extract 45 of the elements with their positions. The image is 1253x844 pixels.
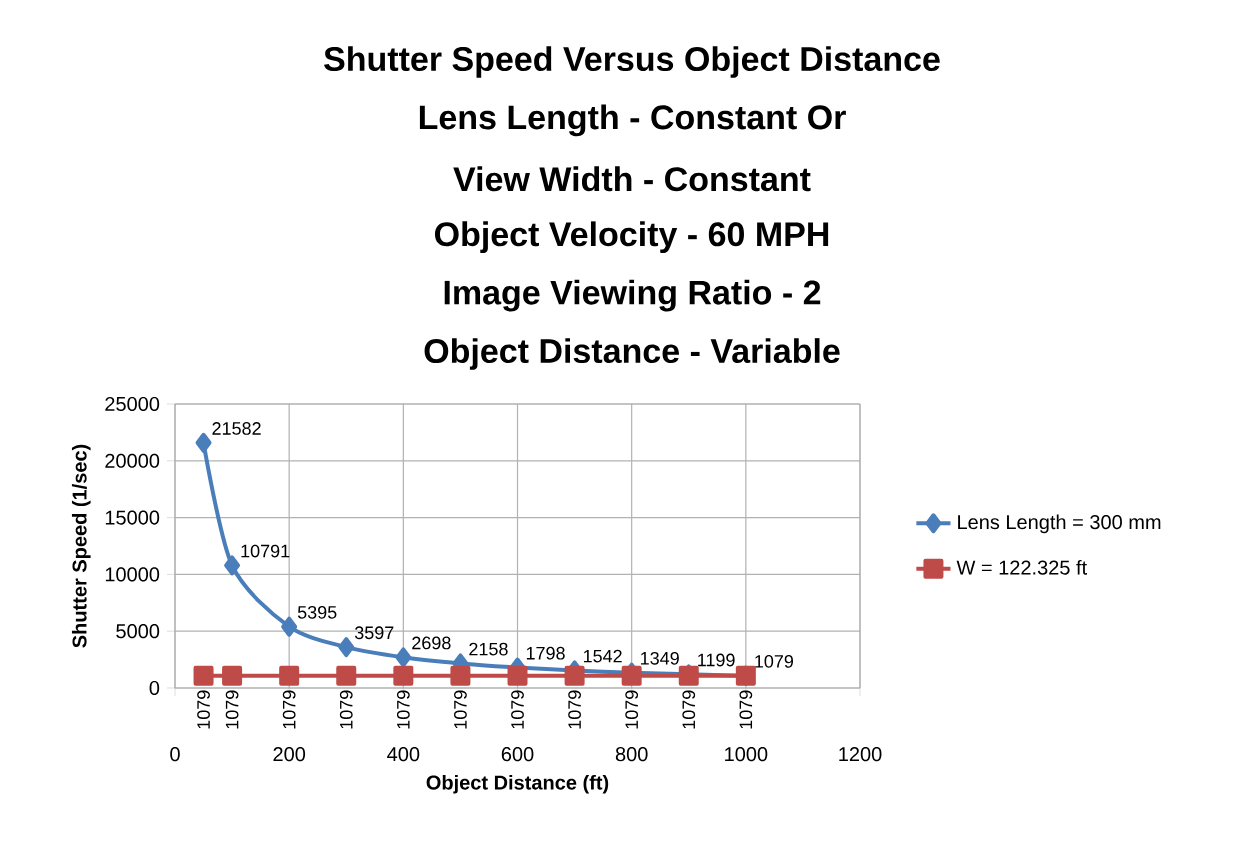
data-label: 1199 xyxy=(698,653,735,667)
y-tick-label: 0 xyxy=(149,680,160,696)
x-tick-label: 1000 xyxy=(725,747,768,762)
text: Object Velocity - 60 MPH xyxy=(434,221,829,254)
data-label: 1079 xyxy=(282,690,296,729)
y-tick-label: 5000 xyxy=(116,624,160,639)
data-label: 1079 xyxy=(225,690,239,729)
data-label: 1542 xyxy=(583,649,622,663)
data-label: 1079 xyxy=(755,654,794,668)
text: Object Distance - Variable xyxy=(424,338,840,370)
y-tick-label: 10000 xyxy=(105,567,160,582)
data-label: 1079 xyxy=(739,690,753,729)
legend-label: W = 122.325 ft xyxy=(956,559,1087,575)
x-tick-label: 600 xyxy=(501,747,534,762)
data-label: 1079 xyxy=(197,690,210,729)
data-label: 21582 xyxy=(212,422,261,435)
data-label: 5395 xyxy=(297,605,337,619)
data-label: 3597 xyxy=(354,626,394,640)
x-tick-label: 400 xyxy=(387,747,420,762)
data-label: 1079 xyxy=(511,690,524,729)
y-tick-label: 15000 xyxy=(105,510,160,525)
x-tick-label: 1200 xyxy=(839,747,882,762)
data-label: 1079 xyxy=(396,690,410,729)
x-tick-label: 0 xyxy=(170,747,180,762)
data-label: 1079 xyxy=(625,690,639,729)
x-tick-label: 800 xyxy=(615,747,648,762)
data-label: 1079 xyxy=(339,690,353,729)
data-label: 1798 xyxy=(526,646,565,660)
x-tick-label: 200 xyxy=(273,747,306,762)
y-tick-label: 20000 xyxy=(105,453,160,468)
data-label: 1079 xyxy=(454,690,467,729)
data-label: 1079 xyxy=(568,690,581,729)
y-axis-title: Shutter Speed (1/sec) xyxy=(71,444,91,648)
y-tick-label: 25000 xyxy=(105,396,160,412)
data-label: 1349 xyxy=(641,651,679,665)
text: View Width - Constant xyxy=(453,166,811,192)
chart-title: Shutter Speed Versus Object Distance xyxy=(324,46,940,78)
legend-label: Lens Length = 300 mm xyxy=(958,514,1161,534)
chart-subtitle: Lens Length - Constant Or xyxy=(419,104,846,137)
data-label: 2158 xyxy=(469,642,508,656)
data-label: 10791 xyxy=(241,544,290,558)
data-label: 2698 xyxy=(412,636,451,650)
x-axis-title: Object Distance (ft) xyxy=(426,774,609,794)
text: Image Viewing Ratio - 2 xyxy=(444,279,821,312)
data-label: 1079 xyxy=(682,690,696,729)
